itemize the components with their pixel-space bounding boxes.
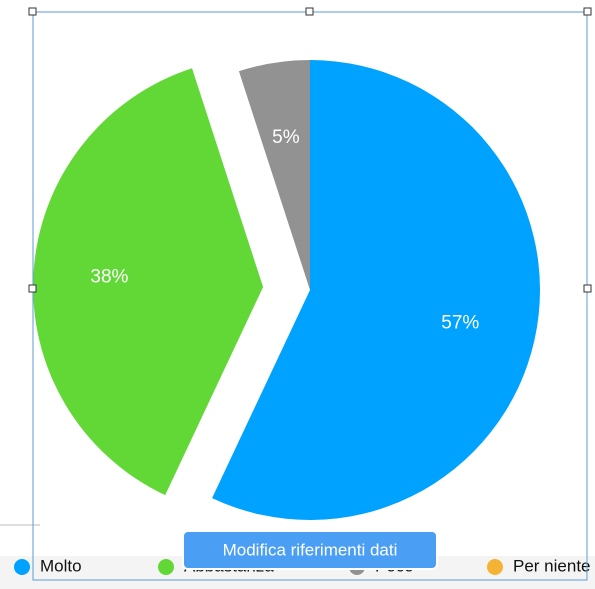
handle[interactable] [583, 7, 592, 16]
data-label: 57% [441, 313, 479, 334]
data-label: 38% [90, 266, 128, 287]
handle[interactable] [583, 284, 592, 293]
handle[interactable] [28, 7, 37, 16]
button-label[interactable]: Modifica riferimenti dati [223, 540, 398, 559]
legend-label: Molto [40, 556, 82, 575]
handle[interactable] [305, 7, 314, 16]
selection-handles [28, 7, 592, 293]
handle[interactable] [28, 284, 37, 293]
data-label: 5% [272, 127, 300, 148]
plot: 57% 38% 5% [33, 60, 540, 520]
legend-swatch [14, 559, 30, 575]
slice [33, 68, 264, 496]
button-bg[interactable] [182, 530, 438, 570]
legend-swatch [158, 559, 174, 575]
slice [212, 60, 540, 520]
slice [238, 60, 310, 290]
button[interactable]: Modifica riferimenti dati [182, 530, 438, 570]
legend-label: Per niente [513, 556, 591, 575]
legend-swatch [487, 559, 503, 575]
